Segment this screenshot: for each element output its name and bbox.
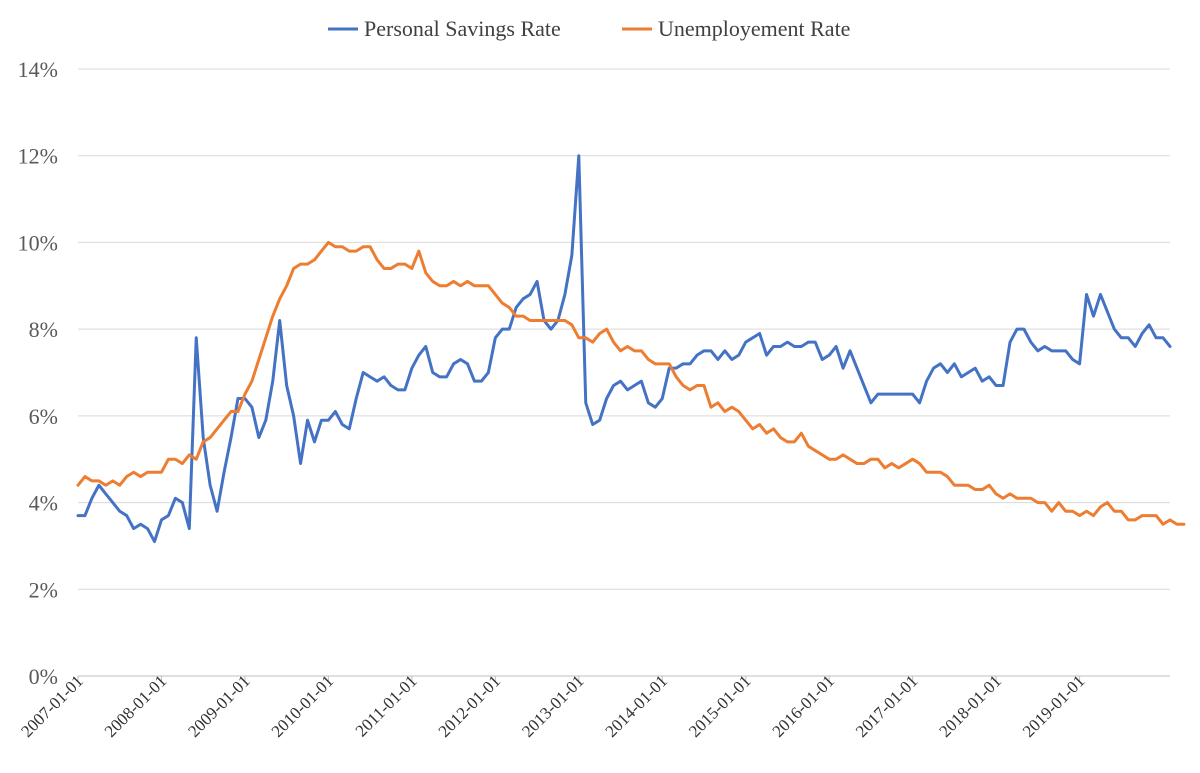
legend: Personal Savings Rate Unemployement Rate <box>328 16 850 41</box>
x-tick-label: 2008-01-01 <box>101 671 171 741</box>
legend-label-savings: Personal Savings Rate <box>364 16 561 41</box>
x-tick-label: 2018-01-01 <box>935 671 1005 741</box>
y-tick-label: 4% <box>29 491 58 516</box>
series-line <box>76 240 1186 526</box>
series-layer <box>76 154 1186 544</box>
y-tick-label: 10% <box>18 230 58 255</box>
y-axis-tick-labels: 0% 2% 4% 6% 8% 10% 12% 14% <box>18 57 58 689</box>
x-tick-label: 2017-01-01 <box>852 671 922 741</box>
x-tick-label: 2010-01-01 <box>268 671 338 741</box>
x-tick-label: 2015-01-01 <box>685 671 755 741</box>
x-tick-label: 2016-01-01 <box>768 671 838 741</box>
x-tick-label: 2013-01-01 <box>518 671 588 741</box>
x-tick-label: 2014-01-01 <box>602 671 672 741</box>
legend-label-unemployment: Unemployement Rate <box>658 16 850 41</box>
y-tick-label: 2% <box>29 577 58 602</box>
series-unemployment-rate <box>76 240 1186 526</box>
x-tick-label: 2019-01-01 <box>1019 671 1089 741</box>
x-tick-label: 2012-01-01 <box>435 671 505 741</box>
series-personal-savings-rate <box>76 154 1172 544</box>
y-tick-label: 8% <box>29 317 58 342</box>
legend-item-unemployment: Unemployement Rate <box>622 16 850 41</box>
x-tick-label: 2011-01-01 <box>352 671 421 740</box>
x-tick-label: 2009-01-01 <box>184 671 254 741</box>
gridlines <box>78 68 1170 677</box>
y-tick-label: 14% <box>18 57 58 82</box>
series-line <box>76 154 1172 544</box>
y-tick-label: 6% <box>29 404 58 429</box>
x-axis-tick-labels: 2007-01-01 2008-01-01 2009-01-01 2010-01-01… <box>17 671 1088 741</box>
legend-item-savings: Personal Savings Rate <box>328 16 561 41</box>
y-tick-label: 0% <box>29 664 58 689</box>
y-tick-label: 12% <box>18 144 58 169</box>
